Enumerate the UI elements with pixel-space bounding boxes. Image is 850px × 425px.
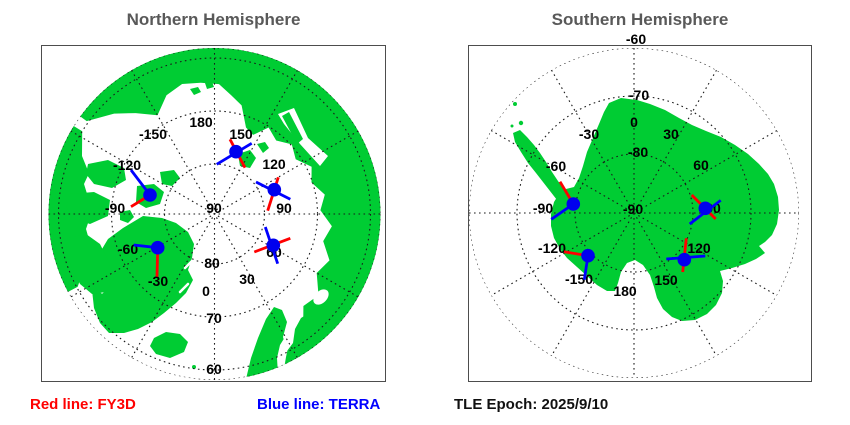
- island-tip: [513, 102, 517, 106]
- island-arctic: [160, 170, 180, 186]
- meridian-label: -90: [104, 200, 126, 216]
- meridian-label: -120: [112, 157, 142, 173]
- parallel-label: -70: [628, 87, 650, 103]
- land-eurasia: [64, 48, 381, 375]
- satellite-marker: [688, 194, 722, 226]
- island-faroe: [192, 365, 196, 369]
- north-satellite-markers: [129, 138, 291, 277]
- island-new-siberian: [190, 87, 201, 95]
- north-map-canvas: [48, 48, 381, 380]
- meridian-label: -30: [147, 273, 169, 289]
- satellite-marker: [215, 138, 253, 169]
- land-scandinavia: [246, 307, 314, 379]
- meridian-label: 30: [239, 271, 255, 287]
- meridian-label: -60: [545, 158, 567, 174]
- parallel-label: 90: [206, 200, 222, 216]
- parallel-label: 80: [204, 255, 220, 271]
- south-map-title: Southern Hemisphere: [551, 10, 729, 29]
- parallel-label: -60: [625, 31, 647, 47]
- satellite-marker: [133, 240, 165, 277]
- meridian-label: 150: [229, 126, 253, 142]
- parallel-label: 70: [206, 310, 222, 326]
- meridian-label: 120: [687, 240, 711, 256]
- land-iceland: [150, 332, 188, 358]
- parallel-label: 60: [206, 361, 222, 377]
- south-satellite-markers: [550, 180, 722, 280]
- south-map-canvas: [469, 48, 799, 378]
- meridian-label: -120: [537, 240, 567, 256]
- meridian-label: -60: [117, 241, 139, 257]
- satellite-marker: [563, 248, 595, 280]
- meridian-label: 180: [613, 283, 637, 299]
- meridian-label: 150: [654, 272, 678, 288]
- meridian-label: 30: [663, 126, 679, 142]
- south-graticule: [469, 48, 799, 378]
- parallel-label: -90: [622, 201, 644, 217]
- legend-tle-epoch: TLE Epoch: 2025/9/10: [454, 396, 609, 413]
- meridian-label: 60: [693, 157, 709, 173]
- satellite-marker: [666, 238, 706, 273]
- north-map-title: Northern Hemisphere: [126, 10, 301, 29]
- island-novaya-zemlya: [282, 112, 303, 144]
- north-graticule-labels: 180 -150 150 -120 120 -90 90 90 -60 60 -…: [42, 46, 385, 381]
- island-severnaya: [246, 113, 258, 125]
- land-greenland: [92, 216, 194, 333]
- island-victoria: [66, 192, 110, 224]
- south-graticule-labels: -60 -70 0 30 -30 -80 60 -60 -90 -90 90 -…: [469, 31, 811, 381]
- satellite-marker: [253, 226, 291, 265]
- meridian-label: -90: [532, 200, 554, 216]
- meridian-label: 90: [276, 200, 292, 216]
- meridian-label: 180: [189, 114, 213, 130]
- greenland-fjord: [183, 259, 194, 270]
- island-tip: [510, 124, 514, 128]
- meridian-label: 0: [202, 283, 210, 299]
- meridian-label: 120: [262, 156, 286, 172]
- legend-red-line: Red line: FY3D: [30, 396, 136, 413]
- north-graticule: [48, 48, 381, 380]
- land-antarctica: [551, 98, 779, 321]
- legend-blue-line: Blue line: TERRA: [257, 396, 381, 413]
- island-small: [120, 210, 134, 223]
- white-sea: [313, 289, 329, 305]
- satellite-marker: [255, 176, 291, 212]
- greenland-fjord: [178, 282, 190, 294]
- meridian-label: -30: [578, 126, 600, 142]
- island-small: [123, 241, 135, 252]
- island-svalbard-small: [257, 142, 269, 153]
- meridian-label: 0: [630, 114, 638, 130]
- satellite-marker: [550, 180, 581, 221]
- north-hemisphere-map: 180 -150 150 -120 120 -90 90 90 -60 60 -…: [41, 45, 386, 382]
- land-antarctic-peninsula: [513, 130, 568, 205]
- parallel-label: -80: [627, 144, 649, 160]
- south-hemisphere-map: -60 -70 0 30 -30 -80 60 -60 -90 -90 90 -…: [468, 31, 812, 382]
- island-tip: [518, 120, 524, 126]
- island-banks: [86, 160, 126, 188]
- satellite-marker: [129, 169, 157, 208]
- meridian-label: -150: [138, 126, 168, 142]
- island-new-siberian: [205, 82, 214, 89]
